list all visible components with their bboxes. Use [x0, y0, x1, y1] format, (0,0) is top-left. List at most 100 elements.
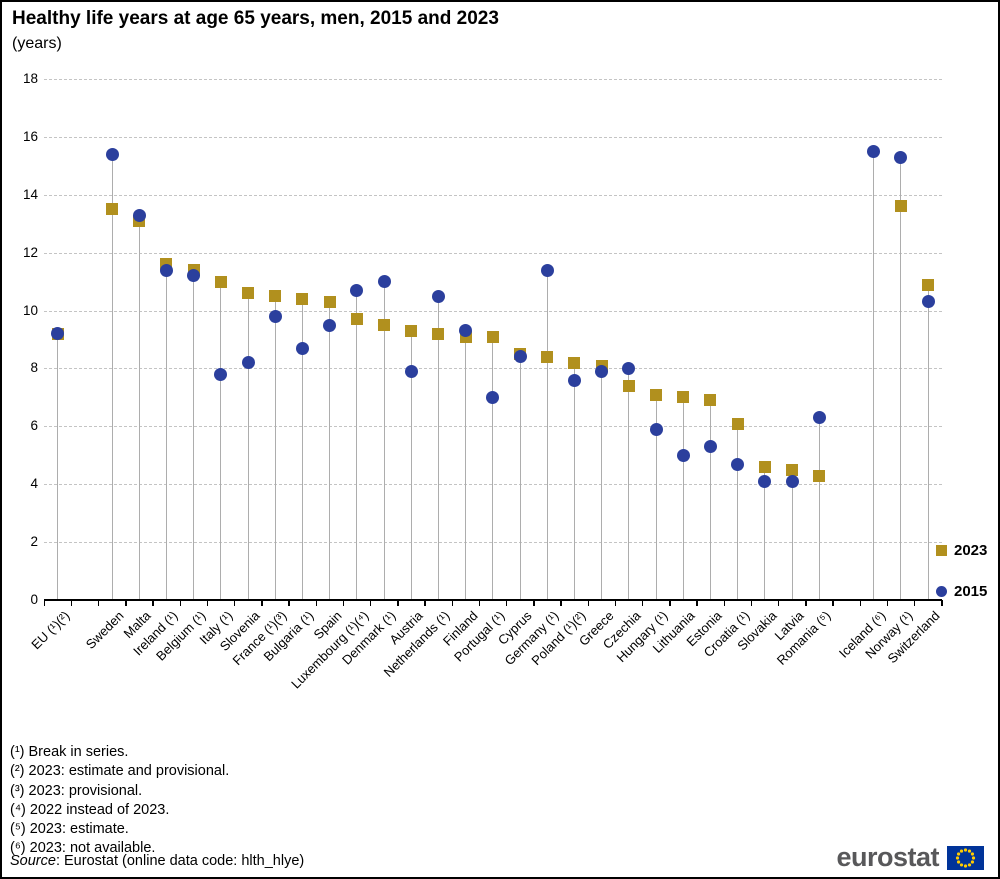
- marker-2015-cyprus: [513, 350, 527, 364]
- stem-romania: [818, 417, 820, 599]
- marker-2023-bulgaria: [296, 293, 309, 305]
- marker-2023-portugal: [486, 330, 499, 343]
- eurostat-logo-text: eurostat: [836, 842, 939, 872]
- y-tick-label-2: 2: [30, 534, 38, 550]
- square-marker-icon: [936, 545, 947, 556]
- marker-2015-spain: [323, 318, 337, 332]
- stem-slovakia: [764, 466, 766, 599]
- stem-spain: [329, 301, 331, 599]
- x-axis-tick: [152, 600, 154, 606]
- y-tick-label-14: 14: [22, 186, 38, 202]
- x-axis-tick: [261, 600, 263, 606]
- gridline-16: [44, 136, 942, 138]
- x-axis-tick: [478, 600, 481, 606]
- gridline-14: [44, 194, 942, 196]
- legend: 2023 2015: [936, 542, 987, 624]
- marker-2023-lithuania: [677, 391, 690, 404]
- stem-czechia: [628, 368, 630, 599]
- plot-area: 0 2 4 6 8 10 12 14 16 18 EU (¹)(²) Sweden Malta Irela…: [2, 2, 998, 762]
- x-axis-tick: [533, 600, 535, 606]
- stem-portugal: [492, 336, 494, 599]
- x-label-switzerland: Switzerland: [884, 608, 943, 667]
- x-axis-tick: [587, 600, 589, 606]
- footnote-4: (⁴) 2022 instead of 2023.: [10, 801, 170, 818]
- stem-latvia: [791, 469, 793, 599]
- x-axis-tick: [43, 600, 45, 606]
- marker-2015-croatia: [731, 457, 745, 471]
- marker-2023-hungary: [650, 388, 662, 401]
- x-axis-tick: [233, 600, 236, 606]
- marker-2015-lithuania: [676, 448, 690, 462]
- x-axis-tick: [832, 600, 834, 606]
- marker-2015-portugal: [486, 390, 500, 404]
- stem-iceland: [873, 151, 875, 599]
- stem-luxembourg: [356, 290, 358, 599]
- x-axis-tick: [913, 600, 916, 606]
- marker-2023-spain: [323, 295, 336, 308]
- marker-2015-czechia: [622, 362, 636, 375]
- marker-2023-germany: [541, 350, 554, 363]
- source-line: Source: Eurostat (online data code: hlth…: [10, 853, 304, 869]
- x-axis-tick: [288, 600, 290, 606]
- marker-2023-italy: [214, 275, 227, 288]
- marker-2023-luxembourg: [350, 313, 363, 326]
- x-axis-line: [44, 599, 942, 601]
- stem-estonia: [709, 400, 711, 599]
- x-axis-tick: [859, 600, 861, 606]
- marker-2015-slovenia: [241, 356, 255, 370]
- y-tick-label-10: 10: [22, 302, 38, 318]
- marker-2015-greece: [595, 364, 609, 378]
- marker-2015-germany: [540, 263, 554, 277]
- y-tick-label-6: 6: [30, 418, 38, 434]
- y-tick-label-4: 4: [30, 476, 38, 492]
- marker-2023-denmark: [378, 319, 390, 332]
- x-axis-tick: [424, 600, 426, 606]
- marker-2015-iceland: [867, 144, 881, 158]
- stem-ireland: [165, 264, 167, 599]
- chart-subtitle: (years): [12, 35, 62, 52]
- marker-2023-slovakia: [758, 460, 771, 473]
- marker-2015-finland: [459, 324, 473, 338]
- x-axis-tick: [369, 600, 372, 606]
- marker-2015-italy: [214, 367, 228, 381]
- stem-norway: [900, 157, 902, 599]
- marker-2015-poland: [567, 373, 581, 387]
- stem-switzerland: [927, 284, 929, 599]
- x-axis-tick: [206, 600, 209, 606]
- marker-2015-belgium: [187, 269, 201, 283]
- y-tick-label-0: 0: [30, 592, 38, 607]
- marker-2015-netherlands: [431, 289, 445, 303]
- stem-italy: [220, 281, 222, 599]
- legend-label-2023: 2023: [954, 542, 988, 559]
- x-axis-tick: [342, 600, 345, 606]
- marker-2015-latvia: [785, 474, 799, 488]
- stem-germany: [546, 270, 548, 599]
- marker-2015-bulgaria: [295, 341, 309, 355]
- stem-malta: [138, 215, 140, 599]
- footnote-2: (²) 2023: estimate and provisional.: [10, 763, 230, 780]
- marker-2023-romania: [813, 469, 826, 482]
- marker-2015-romania: [812, 411, 826, 425]
- marker-2015-hungary: [649, 422, 663, 436]
- eu-flag-icon: [947, 845, 984, 870]
- marker-2015-norway: [894, 150, 908, 164]
- marker-2023-slovenia: [242, 287, 254, 300]
- x-axis-tick: [125, 600, 127, 606]
- marker-2023-czechia: [622, 379, 635, 392]
- marker-2015-slovakia: [758, 474, 772, 488]
- x-axis-tick: [505, 600, 508, 606]
- stem-croatia: [737, 423, 739, 599]
- x-axis-tick: [777, 600, 780, 606]
- marker-2023-austria: [405, 324, 418, 337]
- x-axis-tick: [723, 600, 725, 606]
- stem-eu: [57, 333, 59, 599]
- stem-netherlands: [437, 296, 439, 599]
- footnote-3: (³) 2023: provisional.: [10, 782, 143, 799]
- marker-2015-austria: [404, 364, 418, 378]
- stem-austria: [410, 330, 412, 599]
- marker-2015-ireland: [159, 263, 173, 277]
- marker-2023-netherlands: [432, 327, 445, 340]
- footnote-1: (¹) Break in series.: [10, 744, 129, 760]
- marker-2015-malta: [132, 208, 146, 222]
